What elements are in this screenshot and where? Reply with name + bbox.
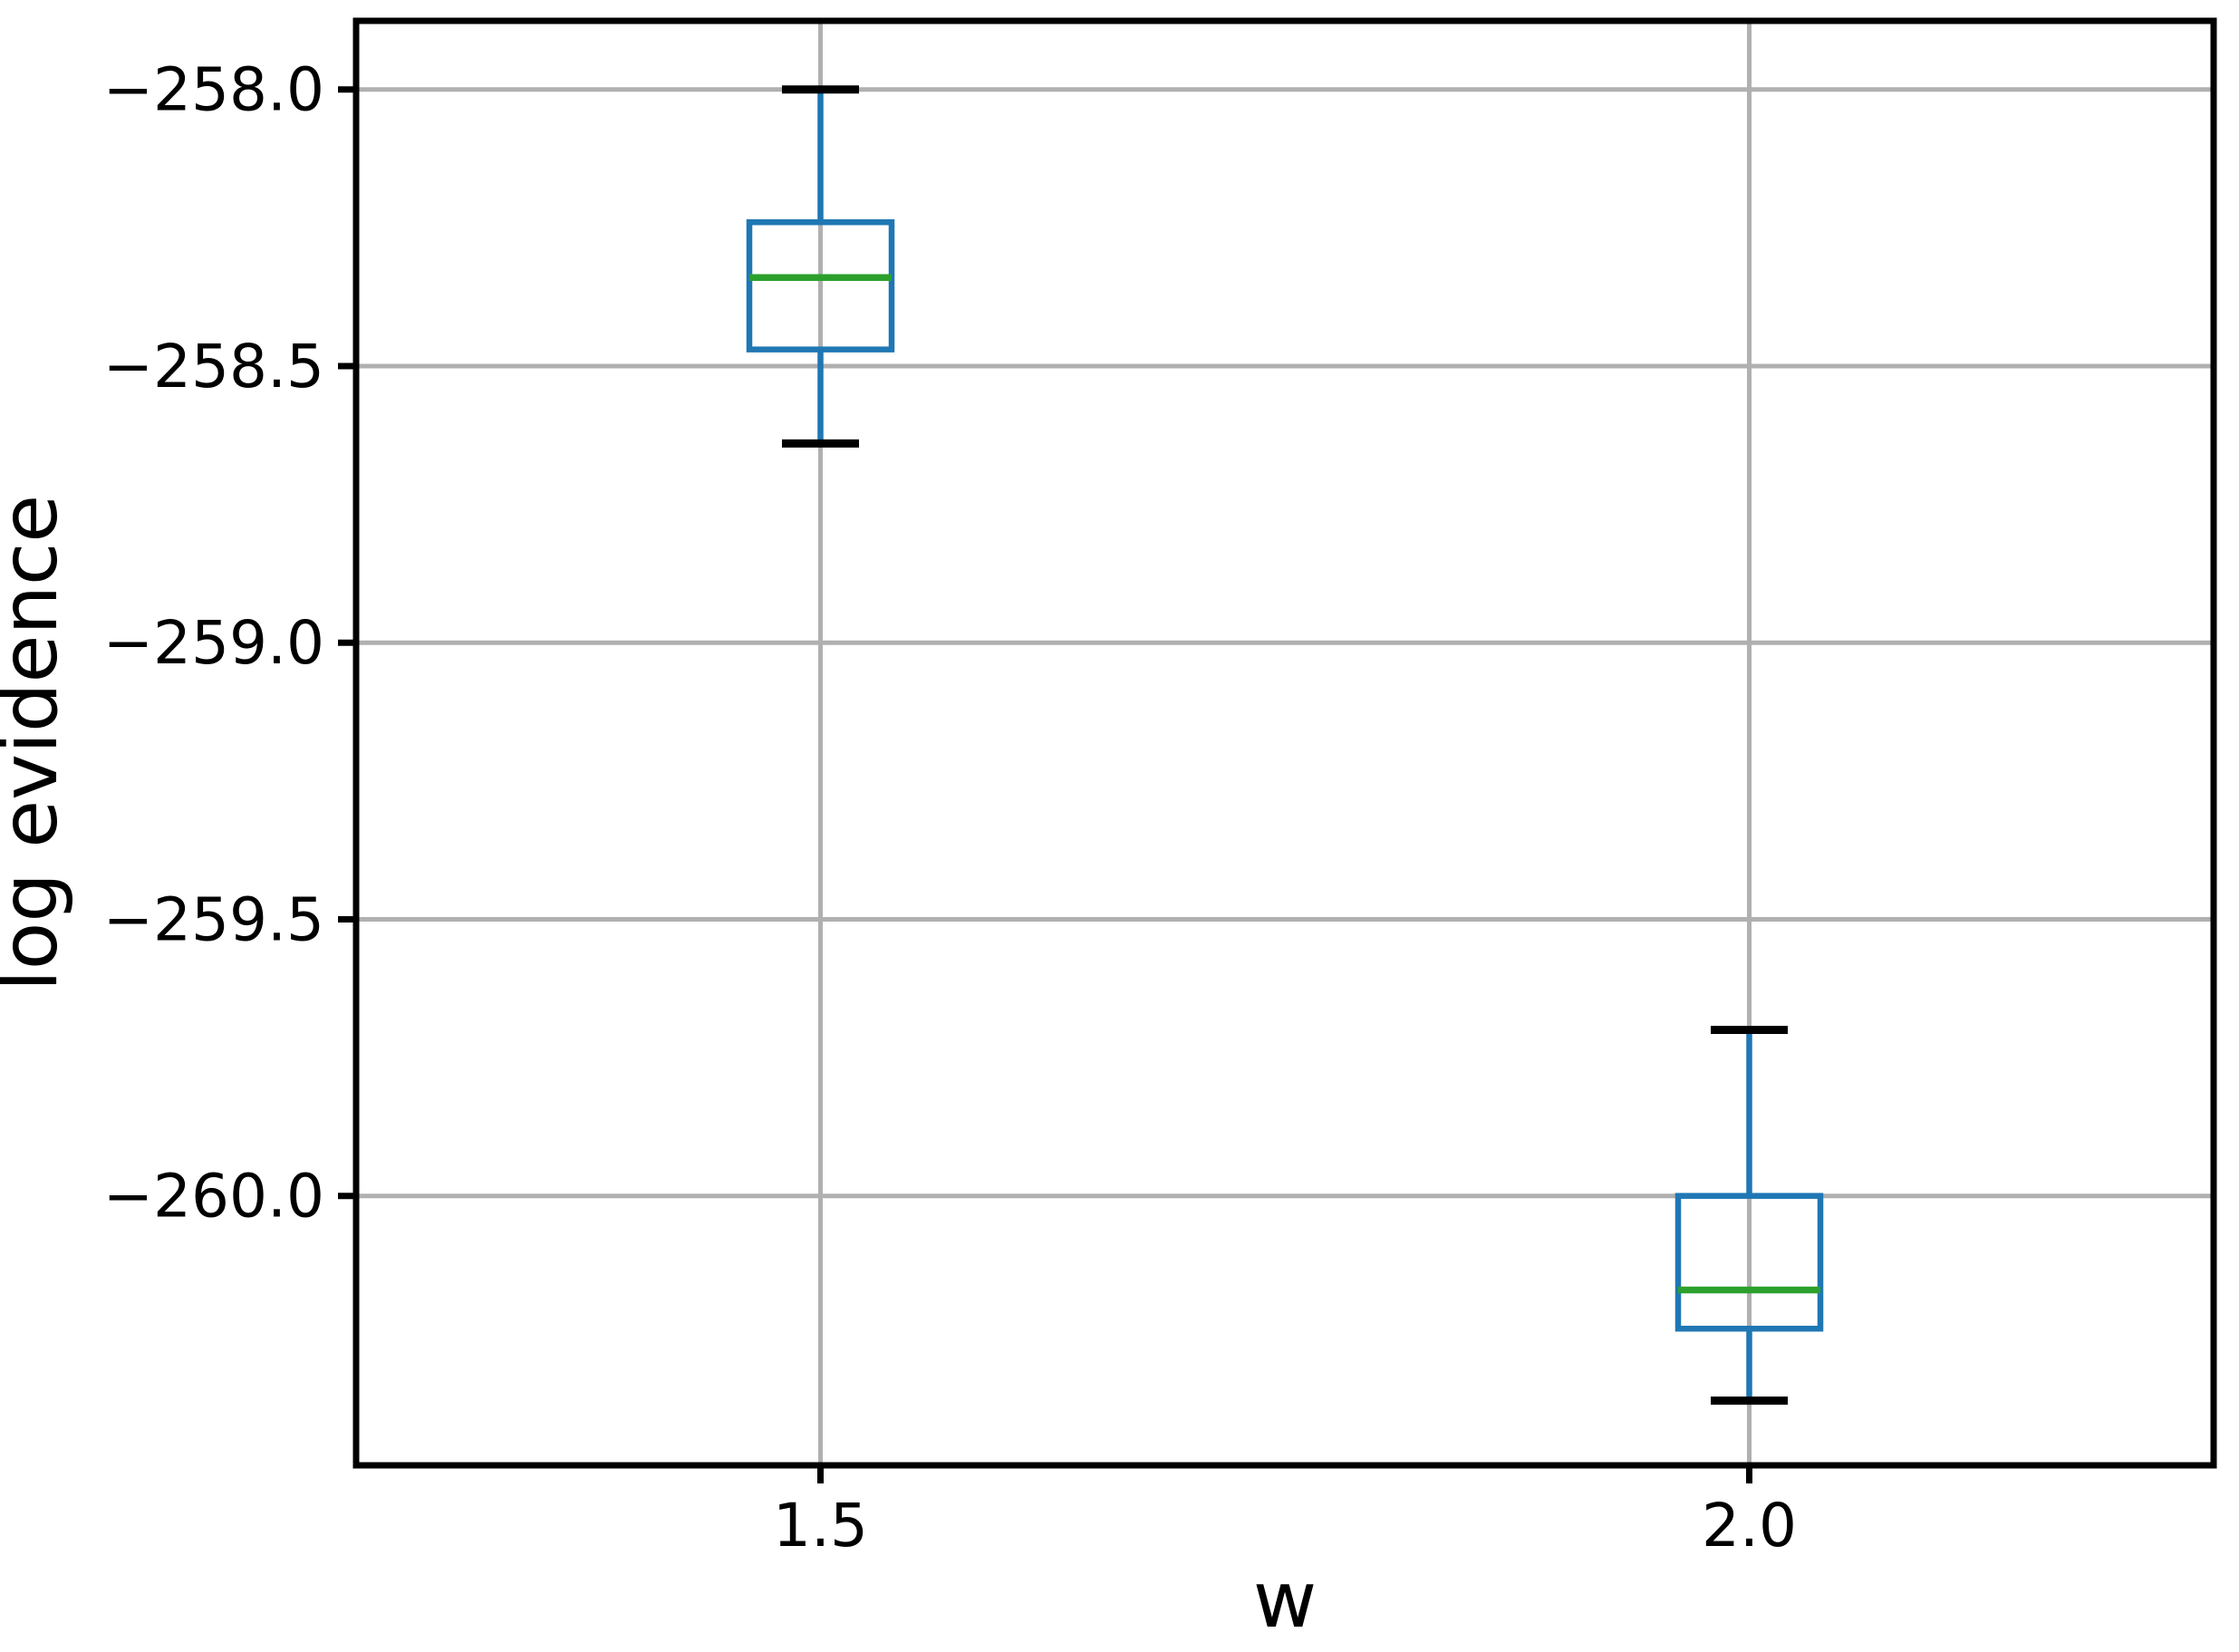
- y-tick-label: −259.5: [103, 884, 324, 954]
- y-axis-label: log evidence: [0, 495, 75, 991]
- box-2.0: [1674, 1026, 1824, 1406]
- iqr-box: [746, 218, 895, 353]
- y-tick-label: −259.0: [103, 608, 324, 678]
- box-layer: [746, 85, 1824, 1406]
- y-tick-label: −260.0: [103, 1162, 324, 1232]
- y-tick-label: −258.0: [103, 55, 324, 125]
- box-1.5: [746, 85, 895, 448]
- x-axis-label: w: [1253, 1555, 1317, 1646]
- x-tick-label: 1.5: [773, 1491, 868, 1560]
- axis-layer: [338, 17, 2217, 1483]
- tick-label-layer: −258.0 −258.5 −259.0 −259.5 −260.0 1.5 2.0: [103, 55, 1797, 1560]
- y-tick-label: −258.5: [103, 332, 324, 401]
- x-tick-label: 2.0: [1702, 1491, 1797, 1560]
- plot-spines: [352, 17, 2217, 1469]
- iqr-box: [1674, 1193, 1824, 1332]
- grid-layer: [356, 21, 2214, 1465]
